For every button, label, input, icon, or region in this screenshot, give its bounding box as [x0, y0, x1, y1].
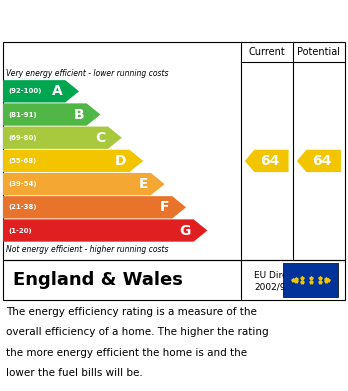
Text: England & Wales: England & Wales — [13, 271, 183, 289]
Text: G: G — [180, 224, 191, 237]
Text: (81-91): (81-91) — [8, 111, 37, 118]
Polygon shape — [3, 103, 101, 126]
Text: E: E — [139, 177, 148, 191]
Text: F: F — [160, 200, 169, 214]
Bar — [283, 263, 338, 297]
Polygon shape — [3, 80, 79, 102]
Text: (21-38): (21-38) — [8, 204, 37, 210]
Text: C: C — [95, 131, 105, 145]
Text: 64: 64 — [260, 154, 279, 168]
Text: (39-54): (39-54) — [8, 181, 37, 187]
Text: Not energy efficient - higher running costs: Not energy efficient - higher running co… — [6, 245, 169, 254]
Text: A: A — [52, 84, 63, 98]
Text: 2002/91/EC: 2002/91/EC — [254, 283, 307, 292]
Text: EU Directive: EU Directive — [254, 271, 310, 280]
Text: overall efficiency of a home. The higher the rating: overall efficiency of a home. The higher… — [6, 327, 269, 337]
Polygon shape — [245, 150, 288, 172]
Text: lower the fuel bills will be.: lower the fuel bills will be. — [6, 368, 143, 378]
Polygon shape — [3, 150, 143, 172]
Polygon shape — [3, 196, 186, 219]
Text: Very energy efficient - lower running costs: Very energy efficient - lower running co… — [6, 69, 169, 78]
Polygon shape — [3, 173, 165, 195]
Text: Energy Efficiency Rating: Energy Efficiency Rating — [13, 20, 215, 34]
Text: (92-100): (92-100) — [8, 88, 41, 94]
Text: Potential: Potential — [297, 47, 340, 57]
Text: Current: Current — [248, 47, 285, 57]
Text: (55-68): (55-68) — [8, 158, 37, 164]
Text: B: B — [73, 108, 84, 122]
Polygon shape — [3, 127, 122, 149]
Text: (1-20): (1-20) — [8, 228, 32, 233]
Polygon shape — [3, 219, 207, 242]
Text: D: D — [115, 154, 127, 168]
Text: the more energy efficient the home is and the: the more energy efficient the home is an… — [6, 348, 247, 357]
Polygon shape — [297, 150, 341, 172]
Text: (69-80): (69-80) — [8, 135, 37, 141]
Text: The energy efficiency rating is a measure of the: The energy efficiency rating is a measur… — [6, 307, 257, 317]
Text: 64: 64 — [312, 154, 331, 168]
